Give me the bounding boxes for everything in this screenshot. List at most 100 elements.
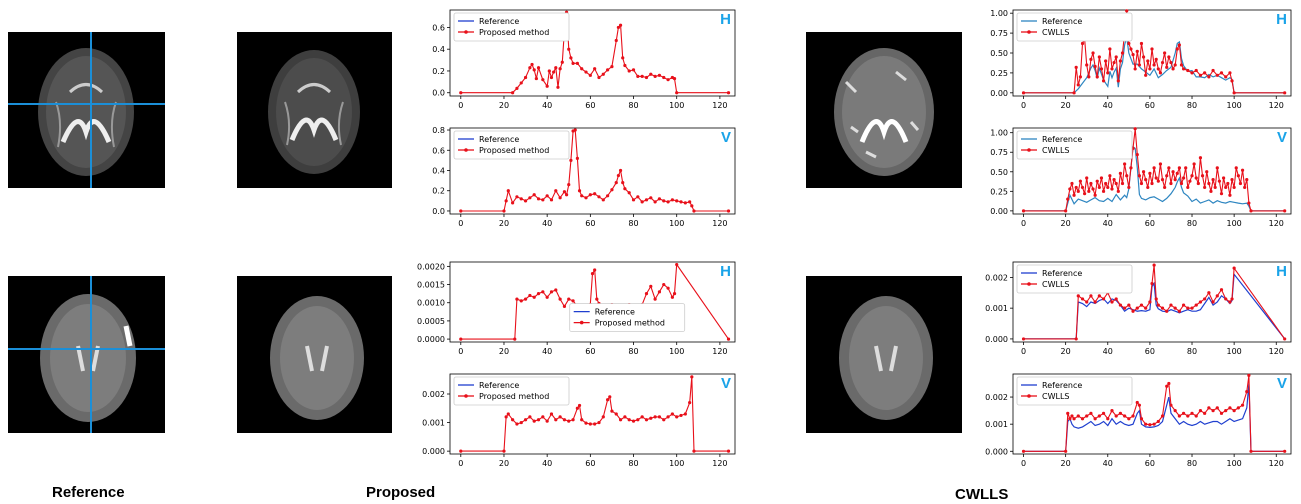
legend-marker: [1027, 30, 1031, 34]
x-tick-label: 80: [1187, 219, 1197, 228]
data-point: [1129, 166, 1133, 170]
data-point: [726, 209, 731, 213]
data-point: [590, 272, 595, 276]
data-point: [580, 418, 584, 422]
data-point: [1177, 414, 1181, 418]
x-tick-label: 0: [458, 347, 463, 356]
x-tick-label: 40: [542, 101, 552, 110]
data-point: [1209, 189, 1213, 193]
data-point: [502, 209, 506, 213]
data-point: [1072, 193, 1076, 197]
data-point: [1135, 306, 1139, 310]
y-tick-label: 0.25: [990, 69, 1008, 78]
data-point: [1190, 306, 1194, 310]
y-tick-label: 0.000: [422, 447, 445, 456]
data-point: [666, 78, 670, 82]
data-point: [1118, 171, 1123, 175]
data-point: [556, 85, 560, 89]
data-point: [1104, 59, 1108, 63]
data-point: [1181, 411, 1186, 415]
data-point: [627, 191, 631, 195]
data-point: [1211, 409, 1215, 413]
legend-label: Proposed method: [479, 146, 549, 155]
data-point: [1215, 406, 1219, 410]
data-point: [528, 196, 532, 200]
data-point: [1127, 417, 1131, 421]
y-tick-label: 0.75: [990, 148, 1008, 157]
data-point: [1076, 189, 1080, 193]
series-line-1: [460, 12, 729, 94]
panel-label: V: [1277, 129, 1287, 146]
data-point: [577, 189, 582, 193]
plot-frame: [449, 127, 736, 215]
data-point: [1148, 423, 1152, 427]
data-point: [649, 72, 653, 76]
data-point: [1144, 306, 1148, 310]
data-point: [1106, 71, 1110, 75]
data-point: [1171, 170, 1175, 174]
x-tick-label: 0: [458, 459, 463, 468]
legend-label: CWLLS: [1042, 392, 1070, 401]
data-point: [515, 422, 519, 426]
data-point: [1072, 417, 1076, 421]
x-tick-label: 0: [1021, 459, 1026, 468]
x-tick-label: 20: [499, 101, 509, 110]
data-point: [1181, 67, 1186, 71]
data-point: [1095, 75, 1099, 79]
data-point: [1163, 51, 1167, 55]
x-tick-label: 80: [1187, 347, 1197, 356]
data-point: [575, 61, 579, 65]
data-point: [1190, 174, 1194, 178]
data-point: [1249, 209, 1253, 213]
data-point: [1156, 67, 1160, 71]
data-point: [571, 61, 575, 65]
data-point: [1173, 409, 1177, 413]
plot-proposed-md-h: 0 20 40 60 80 100 120 0.0000 0.0005 0.0010 0.0015 0…: [417, 261, 736, 356]
data-point: [1240, 403, 1245, 407]
data-point: [549, 75, 554, 80]
x-tick-label: 0: [1021, 219, 1026, 228]
data-point: [1066, 411, 1070, 415]
legend-marker: [464, 30, 468, 34]
data-point: [683, 201, 687, 205]
panel-label: H: [1276, 263, 1287, 280]
data-point: [1021, 449, 1026, 453]
plot-proposed-fa-v: 0 20 40 60 80 100 120 0.0 0.2 0.4 0.6 0.8 Reference P…: [432, 126, 736, 228]
x-tick-label: 60: [585, 459, 595, 468]
x-tick-label: 20: [499, 219, 509, 228]
data-point: [1184, 166, 1188, 170]
data-point: [1064, 449, 1068, 453]
x-tick-label: 20: [499, 347, 509, 356]
data-point: [1186, 68, 1190, 73]
legend-label: CWLLS: [1042, 28, 1070, 37]
plot-proposed-md-v: 0 20 40 60 80 100 120 0.000 0.001 0.002 Reference P…: [422, 373, 736, 468]
x-tick-label: 120: [712, 347, 727, 356]
legend-marker: [1027, 148, 1031, 152]
data-point: [1215, 73, 1219, 77]
data-point: [653, 415, 657, 419]
data-point: [1116, 79, 1120, 83]
data-point: [554, 189, 558, 193]
legend-box: [453, 12, 570, 42]
data-point: [1207, 406, 1211, 410]
data-point: [1114, 181, 1118, 186]
data-point: [1118, 303, 1123, 307]
data-point: [549, 198, 554, 202]
data-point: [530, 62, 534, 67]
data-point: [1133, 127, 1137, 131]
data-point: [1238, 181, 1243, 186]
legend-label: CWLLS: [1042, 146, 1070, 155]
panel-label: H: [720, 263, 731, 280]
y-tick-label: 0.4: [432, 166, 445, 175]
legend-label: Reference: [1042, 269, 1082, 278]
data-point: [1021, 209, 1026, 213]
data-point: [552, 70, 556, 74]
data-point: [1131, 309, 1135, 313]
data-point: [577, 403, 582, 408]
data-point: [1074, 337, 1078, 341]
data-point: [623, 63, 627, 68]
legend-label: Reference: [1042, 381, 1082, 390]
data-point: [1085, 300, 1089, 304]
legend-label: Proposed method: [479, 392, 549, 401]
x-tick-label: 120: [1269, 347, 1284, 356]
